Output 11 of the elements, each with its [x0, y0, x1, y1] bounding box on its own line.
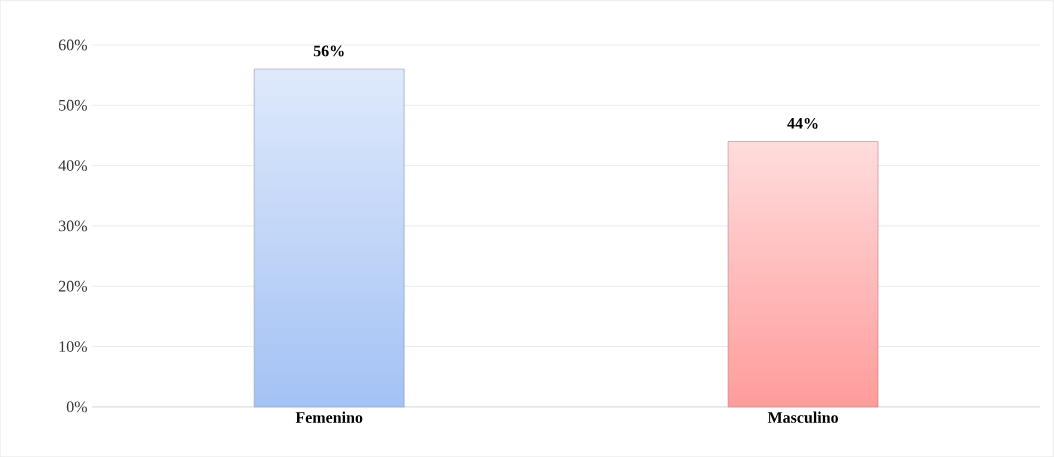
y-tick-label: 60% — [58, 39, 87, 51]
y-tick-label: 40% — [58, 160, 87, 171]
data-label: 56% — [313, 45, 344, 57]
y-tick-label: 30% — [59, 220, 87, 232]
y-tick-label: 0% — [66, 401, 87, 413]
y-tick-label: 20% — [58, 280, 87, 292]
data-label: 44% — [787, 117, 818, 129]
y-tick-label: 10% — [59, 341, 87, 352]
x-tick-label: Masculino — [767, 411, 838, 423]
y-tick-label: 50% — [59, 99, 87, 111]
x-tick-label: Femenino — [295, 411, 363, 423]
